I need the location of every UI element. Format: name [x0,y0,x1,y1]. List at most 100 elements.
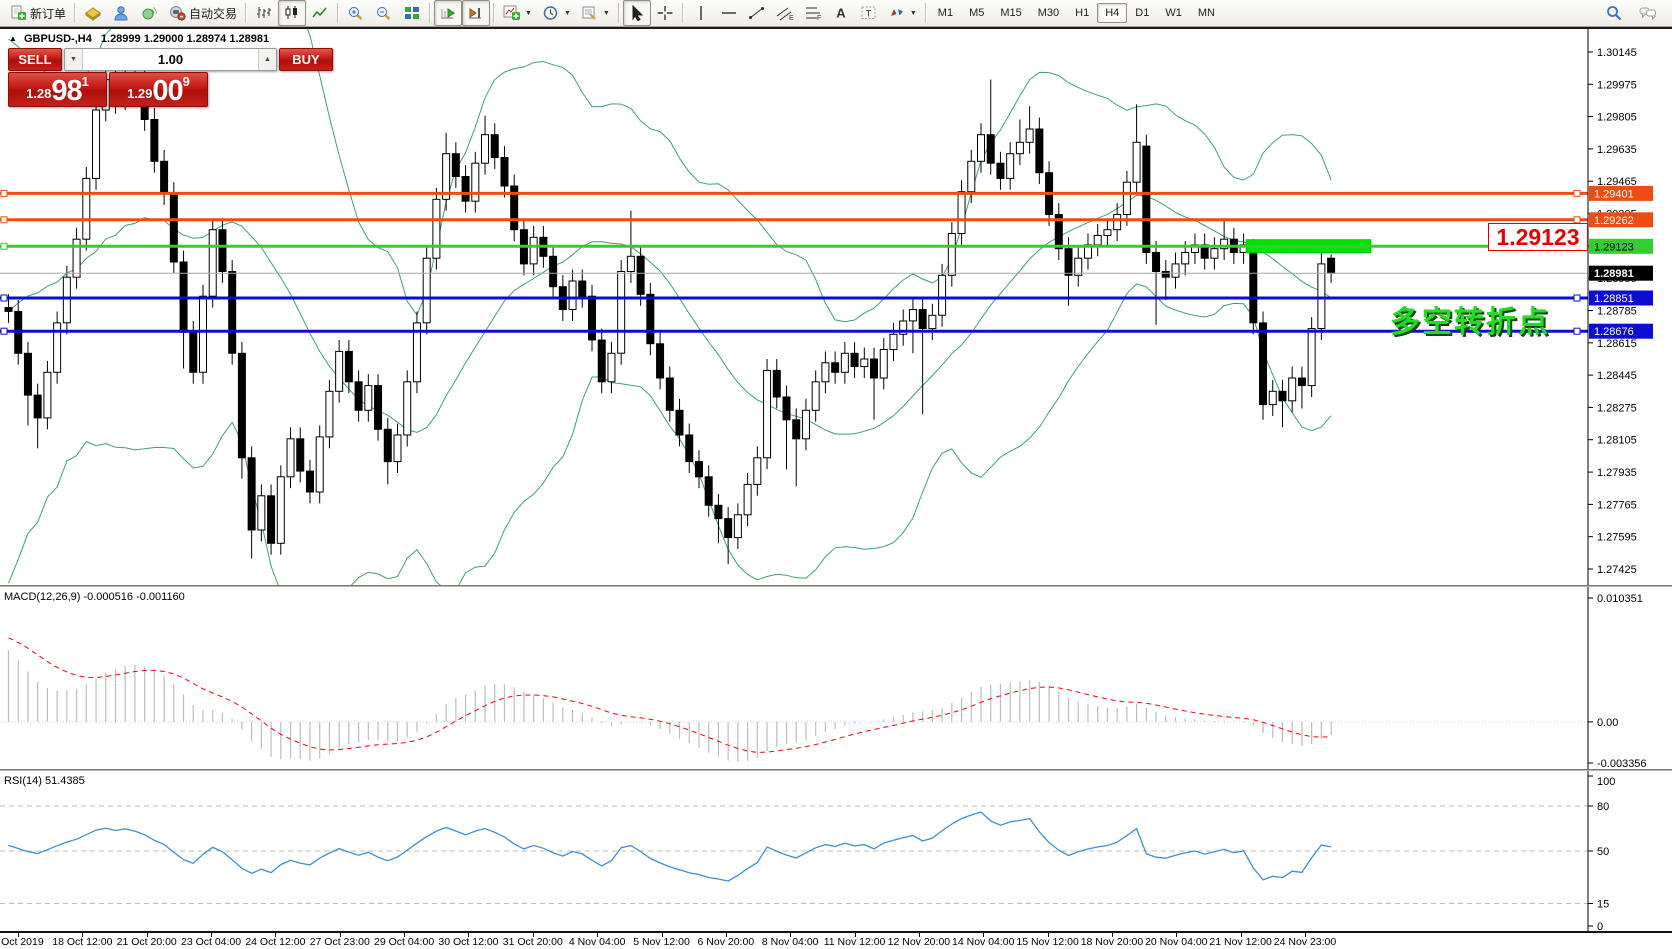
time-tick [468,933,470,937]
person-icon [112,5,130,21]
profile-button[interactable] [107,0,135,26]
signals-button[interactable] [135,0,163,26]
one-click-trading-panel: SELL ▼ ▲ BUY 1.28 98 1 1.29 00 9 [8,48,333,107]
time-label: 4 Nov 04:00 [568,936,626,948]
bars-chart-button[interactable] [250,0,278,26]
timeframe-m15-button[interactable]: M15 [1000,7,1022,19]
svg-text:1.29262: 1.29262 [1594,215,1634,227]
timeframe-m1-button[interactable]: M1 [937,7,954,19]
time-tick [983,933,985,937]
chevron-down-icon[interactable]: ▼ [602,9,610,17]
chevron-down-icon[interactable]: ▼ [563,9,571,17]
time-label: 6 Nov 20:00 [697,936,755,948]
equidistant-channel-button[interactable]: E [771,0,799,26]
main-chart-plot[interactable]: 1.30145 1.29975 1.29805 1.29635 1.29465 1.292… [0,29,1672,585]
time-label: 21 Nov 12:00 [1209,936,1272,948]
autoscroll-button[interactable] [434,0,463,26]
arrows-button[interactable]: ▼ [883,0,922,26]
chart-shift-button[interactable] [462,0,491,26]
crosshair-button[interactable] [651,0,679,26]
pane-separator-2[interactable] [0,769,1672,771]
autotrading-button[interactable]: 自动交易 [163,0,242,26]
chevron-down-icon[interactable]: ▼ [909,9,917,17]
fibo-icon: F [804,5,822,21]
svg-text:0.00: 0.00 [1597,717,1618,729]
svg-text:1.27425: 1.27425 [1597,564,1637,576]
search-icon [1605,5,1623,21]
volume-decrease-button[interactable]: ▼ [65,49,83,70]
timeframe-m5-button[interactable]: M5 [969,7,985,19]
time-tick [339,933,341,937]
time-label: 30 Oct 12:00 [438,936,499,948]
bars-chart-icon [255,5,273,21]
time-label: 23 Oct 04:00 [180,936,242,948]
line-chart-icon [311,5,329,21]
text-a-icon: A [832,5,850,21]
cursor-icon [628,5,646,21]
chevron-down-icon[interactable]: ▼ [525,9,532,17]
volume-spinner: ▼ ▲ [64,48,277,71]
horizontal-line-button[interactable] [715,0,743,26]
window-frame-line [0,27,1672,29]
timeframe-h4-button[interactable]: H4 [1097,3,1128,23]
periods-button[interactable]: ▼ [537,0,576,26]
timeframe-m30-button[interactable]: M30 [1037,7,1060,19]
tile-windows-button[interactable] [398,0,426,26]
text-button[interactable]: A [827,0,855,26]
horizontal-line-1.29262[interactable] [0,216,1588,224]
sell-button[interactable]: SELL [8,48,62,71]
autotrading-button-label: 自动交易 [189,6,238,21]
svg-text:80: 80 [1597,801,1609,813]
chat-icon [1639,5,1657,21]
new-order-button[interactable]: 新订单 [4,0,71,26]
svg-text:1.28676: 1.28676 [1594,326,1634,338]
candles [4,54,1336,565]
price-callout-label[interactable]: 1.29123 [1488,223,1588,251]
line-chart-button[interactable] [306,0,334,26]
zoom-in-button[interactable] [342,0,370,26]
macd-indicator-plot[interactable]: MACD(12,26,9) -0.000516 -0.001160 0.0103… [0,587,1672,769]
cursor-button[interactable] [622,0,651,26]
buy-price-sup: 9 [182,74,190,89]
volume-input[interactable] [83,49,258,70]
buy-price-big: 00 [152,74,183,107]
text-label-button[interactable]: T [855,0,883,26]
horizontal-line-1.28851[interactable] [0,294,1588,302]
chart-annotation-text[interactable]: 多空转折点 [1390,306,1550,339]
timeframe-w1-button[interactable]: W1 [1165,7,1182,19]
quotes-button[interactable] [79,0,107,26]
candle-chart-button[interactable] [278,0,307,26]
indicators-button[interactable]: ▼ [498,0,537,26]
timeframe-d1-button[interactable]: D1 [1135,7,1150,19]
time-label: 18 Nov 20:00 [1080,936,1144,948]
collapse-arrow-icon[interactable]: ▲ [9,34,17,43]
svg-text:0: 0 [1597,921,1603,931]
svg-text:1.28851: 1.28851 [1594,293,1634,305]
community-chat-button[interactable] [1634,0,1662,26]
robot-icon [168,5,186,21]
svg-text:E: E [789,15,794,21]
rsi-indicator-plot[interactable]: RSI(14) 51.4385 100 80 50 15 0 [0,771,1672,931]
zoom-out-button[interactable] [370,0,398,26]
horizontal-line-1.29401[interactable] [0,189,1588,197]
bollinger-bands [8,29,1332,585]
pane-separator-1[interactable] [0,585,1672,587]
vertical-line-button[interactable] [687,0,715,26]
buy-button[interactable]: BUY [279,48,333,71]
templates-button[interactable]: ▼ [576,0,615,26]
horizontal-line-1.28676[interactable] [0,327,1588,335]
sell-price-button[interactable]: 1.28 98 1 [8,72,107,107]
buy-price-button[interactable]: 1.29 00 9 [109,72,208,107]
volume-increase-button[interactable]: ▲ [258,49,276,70]
svg-text:T: T [866,9,872,19]
fibonacci-button[interactable]: F [799,0,827,26]
svg-text:1.28105: 1.28105 [1597,435,1637,447]
timeframe-mn-button[interactable]: MN [1197,7,1215,19]
candle-chart-icon [283,5,301,21]
search-button[interactable] [1600,0,1628,26]
timeframe-h1-button[interactable]: H1 [1075,7,1090,19]
toolbar-separator [245,3,248,23]
rsi-label: RSI(14) 51.4385 [4,775,85,787]
trendline-button[interactable] [743,0,771,26]
